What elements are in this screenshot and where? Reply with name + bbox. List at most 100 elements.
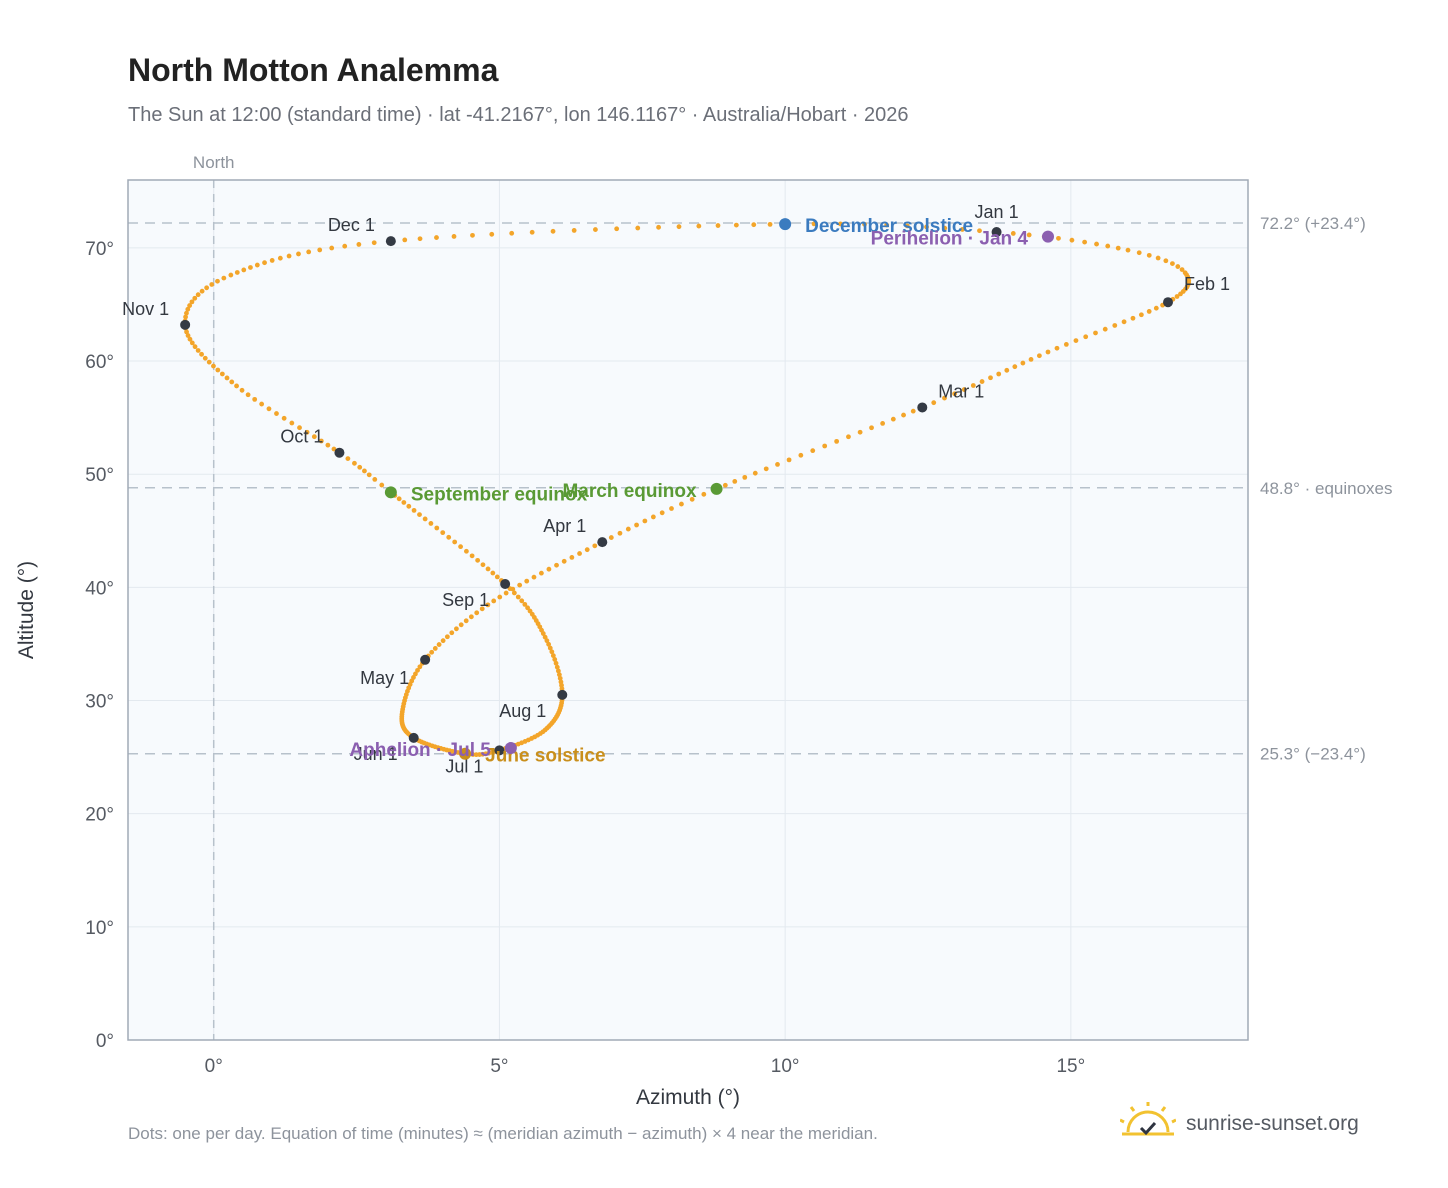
day-dot [822,443,828,449]
day-dot [910,408,916,414]
event-marker [710,482,723,495]
month-label: Aug 1 [499,701,546,721]
day-dot [371,240,377,246]
day-dot [542,634,548,640]
plot-area [128,180,1248,1040]
day-dot [1102,326,1108,332]
day-dot [444,634,450,640]
day-dot [352,460,357,466]
day-dot [988,375,993,381]
day-dot [1153,305,1159,311]
day-dot [329,245,335,251]
day-dot [515,594,521,600]
y-tick-label: 60° [85,352,114,373]
day-dot [1155,255,1161,261]
event-marker [504,742,517,755]
day-dot [289,420,295,426]
day-dot [485,602,491,608]
day-dot [356,242,362,247]
day-dot [503,590,509,596]
day-dot [317,247,323,253]
day-dot [592,543,598,549]
reference-label: 72.2° (+23.4°) [1260,214,1366,233]
day-dot [529,229,535,235]
day-dot [904,223,910,229]
day-dot [209,282,215,287]
day-dot [185,306,191,312]
day-dot [942,395,947,401]
day-dot [281,415,287,421]
day-dot [834,438,840,444]
month-marker [991,227,1002,238]
day-dot [234,383,239,389]
day-dot [931,400,937,406]
day-dot [1069,237,1075,243]
day-dot [901,412,906,418]
day-dot [1115,245,1121,251]
day-dot [546,566,552,572]
day-dot [422,516,428,522]
day-dot [1056,235,1061,241]
day-dot [554,664,560,670]
day-dot [751,222,757,228]
day-dot [1073,338,1079,343]
brand[interactable]: sunrise-sunset.org [1120,1102,1359,1146]
day-dot [1105,243,1111,249]
chart-subtitle: The Sun at 12:00 (standard time) · lat -… [128,104,909,126]
day-dot [977,228,982,234]
day-dot [411,507,417,513]
day-dot [1112,323,1118,328]
day-dot [786,457,792,463]
day-dot [555,668,561,674]
event-label: December solstice [805,216,973,237]
day-dot [479,606,485,612]
day-dot [413,671,418,677]
day-dot [277,255,283,261]
day-dot [215,367,221,373]
day-dot [185,333,191,338]
day-dot [549,649,555,655]
month-marker [334,447,345,458]
day-dot [204,285,210,291]
day-dot [869,425,874,431]
day-dot [468,614,474,620]
day-dot [449,630,455,636]
day-dot [884,222,890,228]
day-dot [195,348,201,353]
event-label: September equinox [411,484,588,505]
day-dot [810,448,816,454]
day-dot [511,590,517,596]
day-dot [554,562,559,568]
day-dot [245,392,251,398]
day-dot [1163,258,1169,264]
day-dot [318,438,324,444]
month-marker [180,319,191,330]
day-dot [1178,291,1183,297]
day-dot [1010,231,1016,236]
day-dot [679,501,684,507]
day-dot [524,578,530,584]
day-dot [676,224,682,230]
event-label: Perihelion · Jan 4 [871,229,1029,250]
month-label: Jan 1 [975,202,1019,222]
day-dot [522,601,528,607]
day-dot [464,548,469,554]
day-dot [434,235,439,240]
day-dot [206,359,212,365]
day-dot [490,570,496,576]
day-dot [1125,247,1131,253]
event-label: June solstice [485,746,605,767]
day-dot [970,383,976,388]
day-dot [296,251,301,257]
day-dot [357,464,363,470]
month-label: Apr 1 [543,516,586,536]
x-tick-label: 5° [490,1056,508,1077]
day-dot [470,752,476,757]
day-dot [221,275,227,281]
day-dot [558,679,564,685]
day-dot [342,243,348,249]
day-dot [485,566,491,572]
day-dot [952,391,958,397]
day-dot [458,622,464,628]
day-dot [266,406,272,412]
